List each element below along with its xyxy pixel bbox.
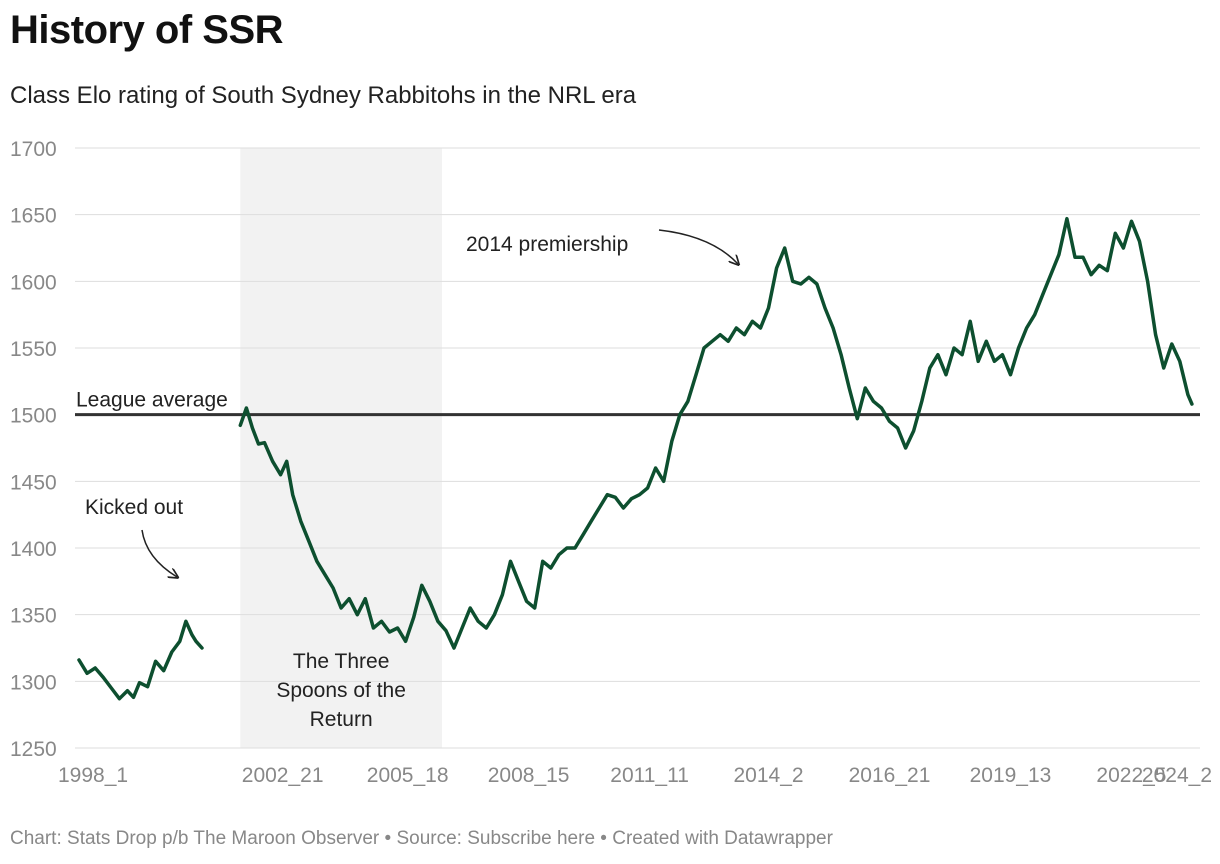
y-tick-label: 1400 xyxy=(10,538,57,561)
shaded-region xyxy=(240,148,442,748)
y-tick-label: 1450 xyxy=(10,471,57,494)
y-tick-label: 1550 xyxy=(10,338,57,361)
y-tick-label: 1300 xyxy=(10,671,57,694)
annotation-kicked-out: Kicked out xyxy=(85,496,183,519)
x-tick-label: 2008_15 xyxy=(488,764,570,787)
y-tick-label: 1250 xyxy=(10,738,57,761)
series-line xyxy=(238,216,1194,650)
x-tick-label: 2011_11 xyxy=(610,764,689,787)
annotation-arrow xyxy=(658,229,738,264)
x-tick-label: 1998_1 xyxy=(58,764,128,787)
x-tick-label: 2005_18 xyxy=(367,764,449,787)
x-tick-label: 2016_21 xyxy=(849,764,931,787)
y-tick-label: 1600 xyxy=(10,271,57,294)
chart-footer: Chart: Stats Drop p/b The Maroon Observe… xyxy=(10,828,833,849)
annotation-premiership: 2014 premiership xyxy=(466,233,628,256)
x-tick-label: 2014_2 xyxy=(734,764,804,787)
x-tick-label: 2024_2 xyxy=(1142,764,1212,787)
chart-title: History of SSR xyxy=(10,8,284,52)
league-average-label: League average xyxy=(76,389,228,412)
chart-subtitle: Class Elo rating of South Sydney Rabbito… xyxy=(10,82,637,109)
x-tick-label: 2019_13 xyxy=(970,764,1052,787)
y-tick-label: 1700 xyxy=(10,138,57,161)
y-tick-label: 1350 xyxy=(10,605,57,628)
x-tick-label: 2002_21 xyxy=(242,764,324,787)
x-tick-label: 2022_5 xyxy=(1096,764,1166,787)
annotation-arrow xyxy=(141,529,177,577)
shaded-region-label: The Three Spoons of the Return xyxy=(276,650,406,731)
series-line xyxy=(77,619,204,701)
y-tick-label: 1500 xyxy=(10,405,57,428)
y-tick-label: 1650 xyxy=(10,205,57,228)
